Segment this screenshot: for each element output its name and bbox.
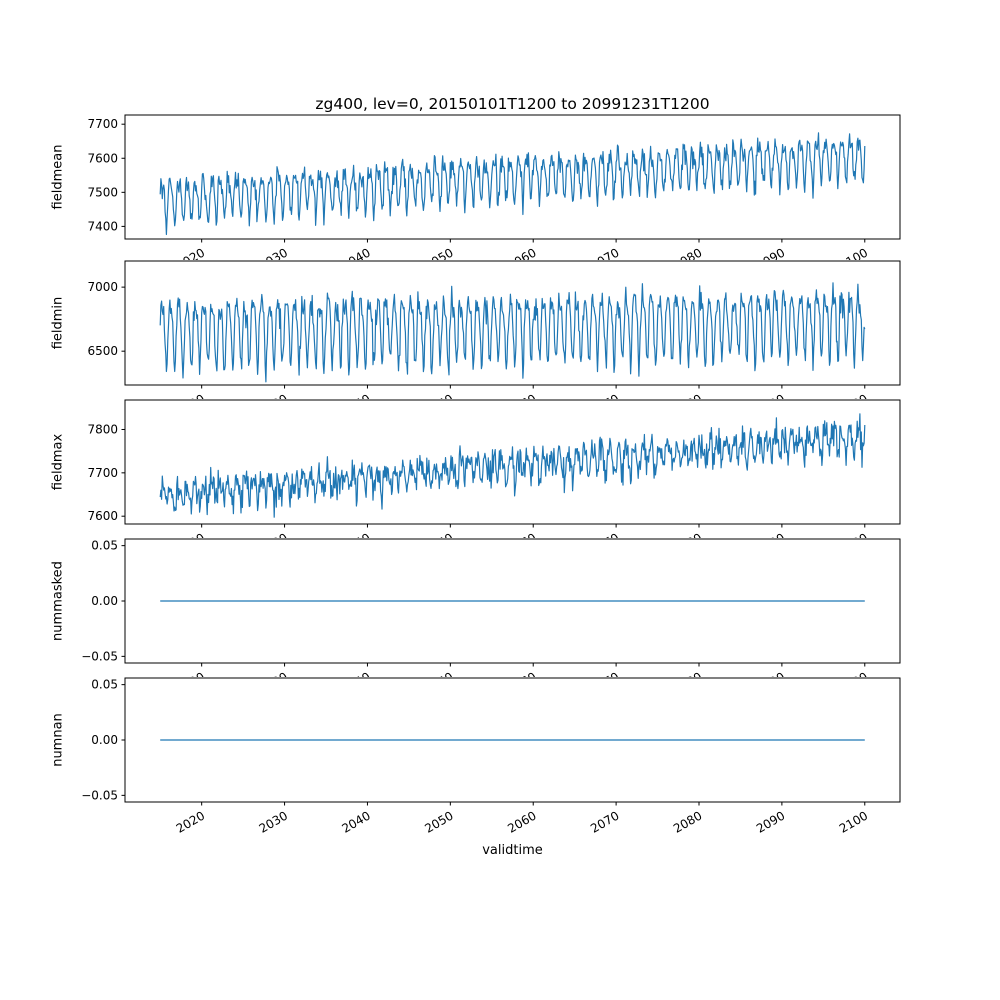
x-axis-label: validtime <box>482 843 543 858</box>
fieldmean-ytick-label: 7600 <box>87 151 118 165</box>
fieldmin-line <box>159 282 866 383</box>
fieldmax-ytick-label: 7600 <box>87 509 118 523</box>
nummasked-ytick-label: 0.05 <box>91 539 118 553</box>
numnan-ytick-label: 0.05 <box>91 678 118 692</box>
fieldmean-ytick-label: 7400 <box>87 219 118 233</box>
ylabel-fieldmin: fieldmin <box>50 296 66 350</box>
fieldmean-ytick-label: 7500 <box>87 185 118 199</box>
fieldmean-ytick-label: 7700 <box>87 117 118 131</box>
nummasked-ytick-label: −0.05 <box>81 649 118 663</box>
fieldmax-axes-frame <box>124 399 901 525</box>
fieldmin-axes-frame <box>124 260 901 386</box>
ylabel-fieldmean: fieldmean <box>50 144 66 210</box>
fieldmin-ytick-label: 6500 <box>87 344 118 358</box>
numnan-ytick-label: −0.05 <box>81 788 118 802</box>
ylabel-numnan: numnan <box>50 713 66 767</box>
fieldmax-line <box>159 413 866 518</box>
fieldmax-ytick-label: 7800 <box>87 422 118 436</box>
fieldmax-ytick-label: 7700 <box>87 466 118 480</box>
nummasked-ytick-label: 0.00 <box>91 594 118 608</box>
fieldmin-ytick-label: 7000 <box>87 280 118 294</box>
chart-title: zg400, lev=0, 20150101T1200 to 20991231T… <box>315 95 710 113</box>
ylabel-nummasked: nummasked <box>50 561 66 641</box>
numnan-ytick-label: 0.00 <box>91 733 118 747</box>
fieldmean-axes-frame <box>124 114 901 240</box>
ylabel-fieldmax: fieldmax <box>50 433 66 491</box>
fieldmean-line <box>159 132 866 236</box>
